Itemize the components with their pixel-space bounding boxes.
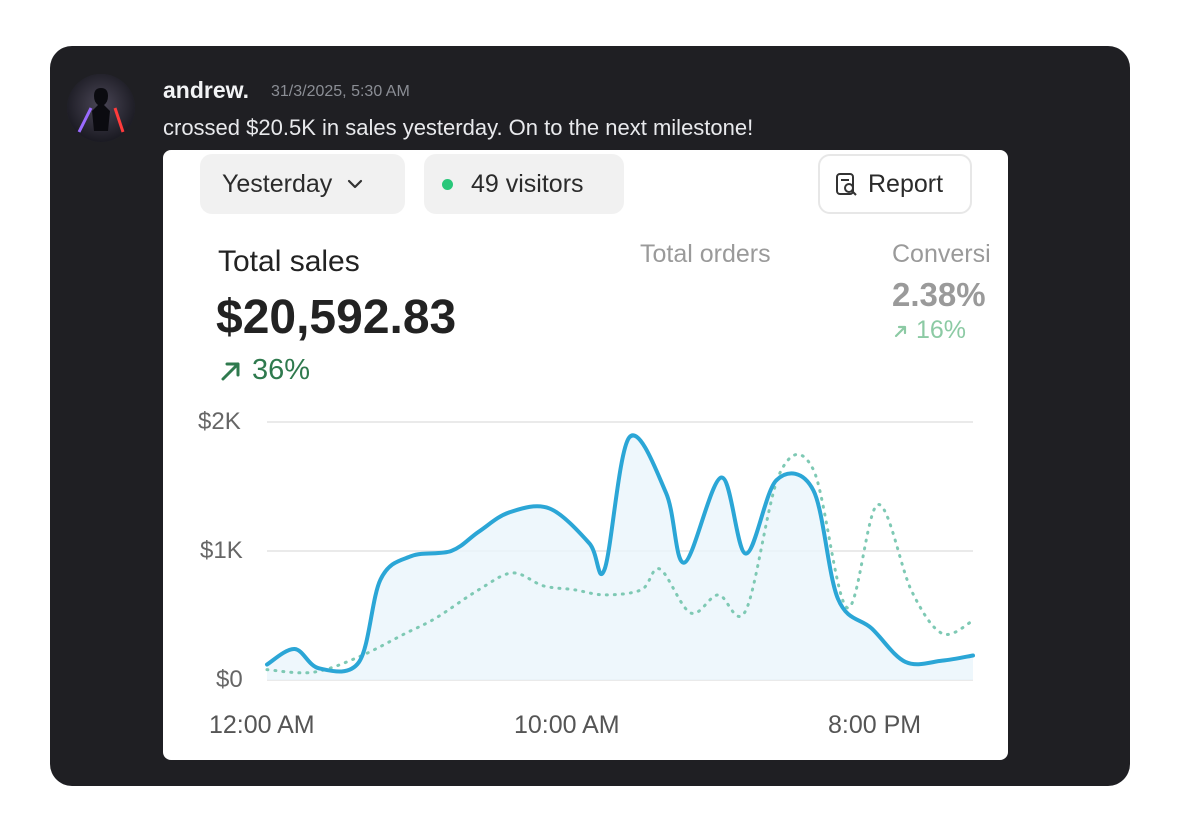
message-username[interactable]: andrew. — [163, 77, 250, 103]
x-tick-label: 12:00 AM — [209, 711, 315, 739]
message-text: crossed $20.5K in sales yesterday. On to… — [163, 115, 754, 140]
conversion-change-value: 16% — [916, 316, 967, 344]
user-avatar[interactable] — [67, 74, 135, 142]
sales-area-fill — [267, 435, 973, 680]
live-status-dot-icon — [442, 178, 453, 190]
sales-dashboard-screenshot[interactable]: Yesterday 49 visitors Report Total sales… — [163, 150, 1008, 760]
x-tick-label: 10:00 AM — [514, 711, 620, 739]
comparison-series-line — [265, 453, 975, 675]
y-tick-label: $1K — [200, 537, 243, 564]
chevron-down-icon — [348, 179, 363, 189]
total-sales-label[interactable]: Total sales — [218, 245, 360, 278]
sales-series-line — [265, 433, 975, 674]
total-sales-change: 36% — [218, 354, 310, 387]
total-sales-change-value: 36% — [252, 354, 311, 386]
sales-chart[interactable] — [163, 150, 1008, 760]
total-orders-label[interactable]: Total orders — [640, 240, 771, 268]
total-sales-value: $20,592.83 — [216, 291, 457, 344]
visitors-chip[interactable]: 49 visitors — [424, 154, 624, 214]
report-label: Report — [868, 169, 944, 198]
period-label: Yesterday — [222, 169, 333, 198]
conversion-change: 16% — [892, 316, 966, 345]
avatar-image — [67, 74, 135, 142]
conversion-value: 2.38% — [892, 276, 986, 313]
report-button[interactable]: Report — [818, 154, 972, 214]
conversion-label[interactable]: Conversi — [892, 240, 991, 268]
arrow-up-right-icon — [894, 325, 907, 337]
x-tick-label: 8:00 PM — [828, 711, 922, 739]
arrow-up-right-icon — [221, 362, 240, 380]
y-tick-label: $0 — [216, 666, 243, 693]
visitors-label: 49 visitors — [471, 169, 584, 198]
y-tick-label: $2K — [198, 408, 241, 435]
message-timestamp: 31/3/2025, 5:30 AM — [271, 83, 410, 100]
period-dropdown[interactable]: Yesterday — [200, 154, 405, 214]
report-search-icon — [836, 173, 857, 196]
